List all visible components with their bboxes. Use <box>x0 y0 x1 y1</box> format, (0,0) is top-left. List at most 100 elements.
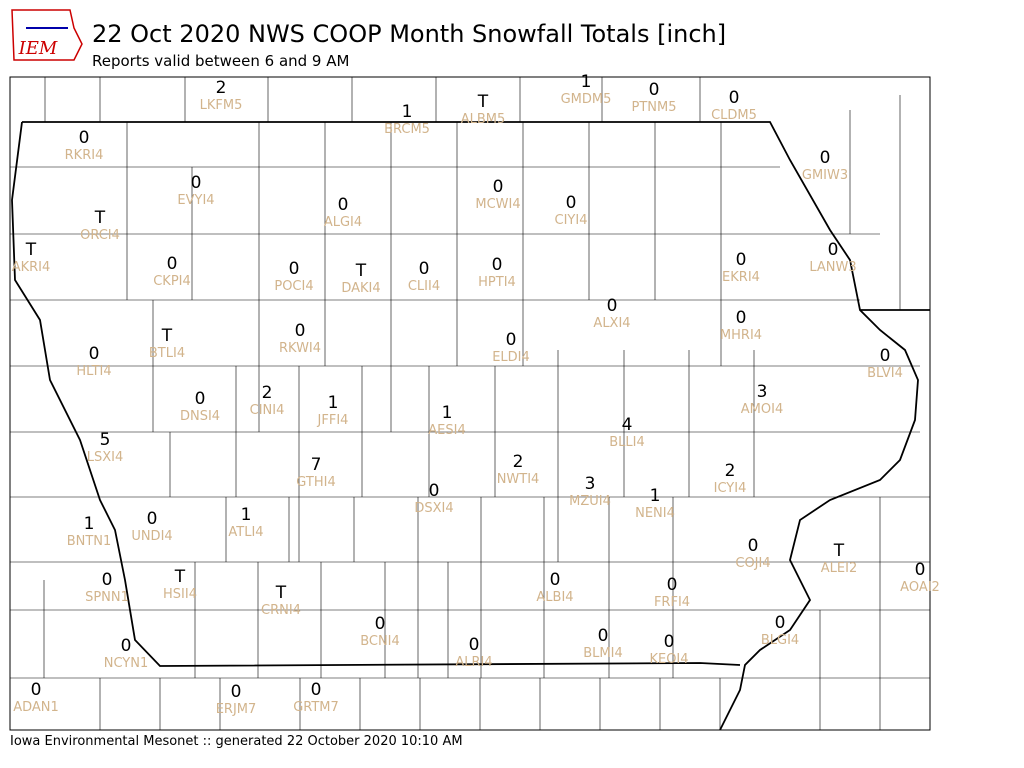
station-id: DAKI4 <box>341 281 380 296</box>
station-value: 0 <box>736 250 747 270</box>
station-id: GRTM7 <box>293 700 339 715</box>
station-value: T <box>833 541 845 561</box>
station-value: 0 <box>469 635 480 655</box>
station-value: T <box>161 326 173 346</box>
station-value: 0 <box>375 614 386 634</box>
station-value: 0 <box>506 330 517 350</box>
map-area <box>9 76 931 731</box>
station-value: 0 <box>338 195 349 215</box>
station-id: CINI4 <box>250 403 285 418</box>
station-value: 0 <box>492 255 503 275</box>
logo: IEM <box>11 9 83 61</box>
station-value: 0 <box>828 240 839 260</box>
station-value: 0 <box>493 177 504 197</box>
station-value: 3 <box>585 474 596 494</box>
station-id: ALXI4 <box>593 316 630 331</box>
state-border <box>22 121 919 731</box>
station-id: LKFM5 <box>200 98 243 113</box>
station-value: 0 <box>566 193 577 213</box>
station-value: 0 <box>429 481 440 501</box>
station-value: 0 <box>550 570 561 590</box>
station-value: 5 <box>100 430 111 450</box>
station-id: GTHI4 <box>296 475 335 490</box>
station-value: 1 <box>442 403 453 423</box>
station-id: BCNI4 <box>360 634 400 649</box>
station-value: 1 <box>402 102 413 122</box>
station-value: 0 <box>736 308 747 328</box>
station-id: ICYI4 <box>714 481 747 496</box>
station-value: 0 <box>121 636 132 656</box>
station-value: 0 <box>667 575 678 595</box>
station-value: 1 <box>581 72 592 92</box>
station-value: T <box>477 92 489 112</box>
station-id: MHRI4 <box>720 328 762 343</box>
station-id: ATLI4 <box>228 525 263 540</box>
station-id: ALGI4 <box>324 215 362 230</box>
station-value: 1 <box>84 514 95 534</box>
station-id: UNDI4 <box>131 529 172 544</box>
station-value: 0 <box>748 536 759 556</box>
station-value: 1 <box>650 486 661 506</box>
station-value: T <box>355 261 367 281</box>
station-value: 0 <box>167 254 178 274</box>
station-value: 0 <box>79 128 90 148</box>
station-value: T <box>174 567 186 587</box>
station-id: RKRI4 <box>65 148 104 163</box>
station-value: 0 <box>191 173 202 193</box>
station-id: ALEI2 <box>821 561 857 576</box>
station-id: CKPI4 <box>153 274 191 289</box>
subtitle: Reports valid between 6 and 9 AM <box>92 52 349 70</box>
station-value: 0 <box>598 626 609 646</box>
station-id: POCI4 <box>274 279 313 294</box>
station-id: NCYN1 <box>104 656 149 671</box>
station-value: 0 <box>231 682 242 702</box>
station-id: GMDM5 <box>561 92 612 107</box>
station-value: 0 <box>195 389 206 409</box>
station-value: T <box>25 240 37 260</box>
station-id: JFFI4 <box>317 413 349 428</box>
station-id: FRFI4 <box>654 595 690 610</box>
station-id: BLLI4 <box>609 435 645 450</box>
station-value: 0 <box>289 259 300 279</box>
station-id: ALBM5 <box>461 112 506 127</box>
state-border <box>11 121 741 667</box>
station-id: ERJM7 <box>216 702 257 717</box>
footer: Iowa Environmental Mesonet :: generated … <box>10 734 463 749</box>
station-value: 2 <box>725 461 736 481</box>
station-id: AESI4 <box>428 423 465 438</box>
station-id: ALRI4 <box>455 655 492 670</box>
logo-text: IEM <box>18 38 58 59</box>
station-id: HPTI4 <box>478 275 516 290</box>
station-value: 0 <box>419 259 430 279</box>
station-id: EVYI4 <box>177 193 214 208</box>
station-id: BTLI4 <box>149 346 185 361</box>
station-value: 7 <box>311 455 322 475</box>
station-value: 0 <box>820 148 831 168</box>
station-value: 0 <box>311 680 322 700</box>
station-value: 0 <box>102 570 113 590</box>
county-lines <box>10 77 930 730</box>
station-id: ORCI4 <box>80 228 120 243</box>
station-id: NWTI4 <box>497 472 540 487</box>
station-value: 4 <box>622 415 633 435</box>
station-id: HLTI4 <box>76 364 111 379</box>
station-id: COJI4 <box>735 556 770 571</box>
station-value: 0 <box>664 632 675 652</box>
station-value: T <box>275 583 287 603</box>
station-id: DSXI4 <box>414 501 453 516</box>
station-value: 0 <box>915 560 926 580</box>
station-value: 0 <box>729 88 740 108</box>
station-value: 1 <box>241 505 252 525</box>
station-id: GMIW3 <box>802 168 848 183</box>
station-id: EKRI4 <box>722 270 760 285</box>
station-value: 3 <box>757 382 768 402</box>
station-id: RKWI4 <box>279 341 321 356</box>
station-value: 0 <box>147 509 158 529</box>
title: 22 Oct 2020 NWS COOP Month Snowfall Tota… <box>92 20 726 48</box>
station-id: BRCM5 <box>384 122 430 137</box>
station-id: BLVI4 <box>867 366 903 381</box>
station-id: ADAN1 <box>13 700 59 715</box>
station-id: HSII4 <box>163 587 197 602</box>
station-value: 0 <box>607 296 618 316</box>
map-frame <box>9 76 931 731</box>
